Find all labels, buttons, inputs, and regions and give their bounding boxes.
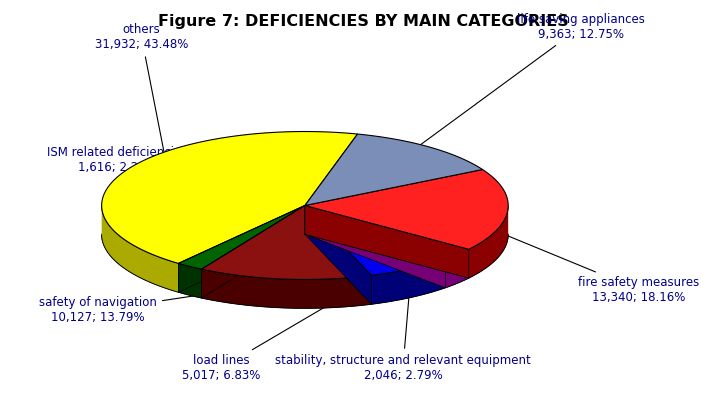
Text: life saving appliances
9,363; 12.75%: life saving appliances 9,363; 12.75%	[398, 13, 645, 161]
Polygon shape	[102, 132, 357, 263]
Text: Figure 7: DEFICIENCIES BY MAIN CATEGORIES: Figure 7: DEFICIENCIES BY MAIN CATEGORIE…	[158, 14, 568, 29]
Polygon shape	[202, 206, 372, 279]
Polygon shape	[305, 206, 469, 259]
Polygon shape	[469, 206, 508, 278]
Polygon shape	[179, 263, 202, 298]
Polygon shape	[445, 249, 469, 288]
Polygon shape	[202, 269, 372, 308]
Polygon shape	[202, 206, 305, 298]
Polygon shape	[305, 206, 372, 304]
Polygon shape	[305, 169, 508, 249]
Text: fire safety measures
13,340; 18.16%: fire safety measures 13,340; 18.16%	[475, 222, 700, 304]
Text: ISM related deficiencies
1,616; 2.20%: ISM related deficiencies 1,616; 2.20%	[47, 146, 244, 234]
Text: safety of navigation
10,127; 13.79%: safety of navigation 10,127; 13.79%	[39, 280, 285, 324]
Polygon shape	[305, 206, 445, 275]
Polygon shape	[179, 206, 305, 292]
Polygon shape	[305, 206, 445, 288]
Text: others
31,932; 43.48%: others 31,932; 43.48%	[95, 23, 188, 173]
Polygon shape	[179, 206, 305, 292]
Polygon shape	[305, 206, 469, 278]
Polygon shape	[372, 259, 445, 304]
Text: load lines
5,017; 6.83%: load lines 5,017; 6.83%	[182, 276, 378, 382]
Polygon shape	[179, 206, 305, 269]
Polygon shape	[305, 206, 372, 304]
Polygon shape	[202, 206, 305, 298]
Polygon shape	[305, 206, 445, 288]
Polygon shape	[305, 134, 483, 206]
Text: stability, structure and relevant equipment
2,046; 2.79%: stability, structure and relevant equipm…	[275, 267, 531, 382]
Polygon shape	[305, 206, 469, 278]
Polygon shape	[102, 207, 179, 292]
